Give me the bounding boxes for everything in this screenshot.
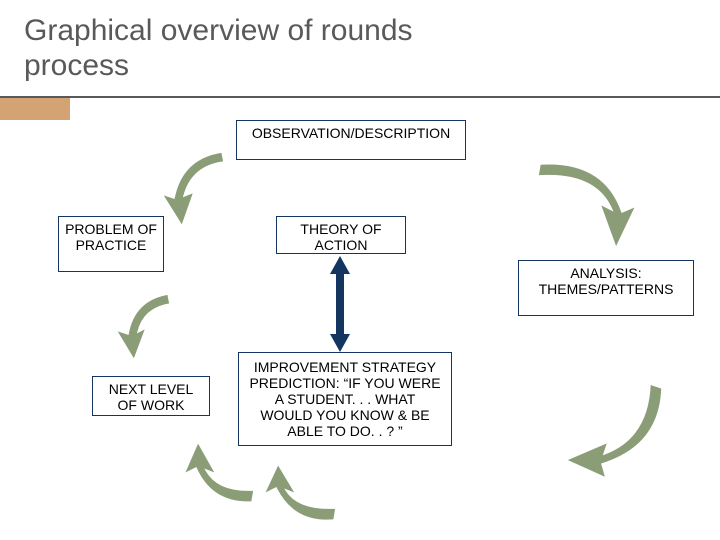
improvement-line2: PREDICTION: “IF YOU WERE A STUDENT. . . … bbox=[249, 375, 440, 439]
cycle-arrow-bottom-1 bbox=[180, 440, 270, 520]
analysis-box: ANALYSIS: THEMES/PATTERNS bbox=[518, 260, 694, 316]
observation-label: OBSERVATION/DESCRIPTION bbox=[252, 125, 450, 141]
improvement-box: IMPROVEMENT STRATEGY PREDICTION: “IF YOU… bbox=[238, 352, 452, 446]
title-line2: process bbox=[24, 49, 129, 82]
page-title: Graphical overview of rounds process bbox=[24, 14, 413, 83]
cycle-arrow-top-right bbox=[522, 150, 642, 260]
problem-label: PROBLEM OF PRACTICE bbox=[65, 221, 157, 253]
theory-label: THEORY OF ACTION bbox=[300, 221, 381, 253]
cycle-arrow-bottom-right bbox=[558, 370, 678, 480]
theory-box: THEORY OF ACTION bbox=[276, 216, 406, 254]
title-underline bbox=[0, 96, 720, 98]
double-arrow-icon bbox=[328, 256, 352, 352]
accent-bar bbox=[0, 98, 70, 120]
problem-box: PROBLEM OF PRACTICE bbox=[58, 216, 164, 272]
nextlevel-box: NEXT LEVEL OF WORK bbox=[92, 376, 210, 416]
observation-box: OBSERVATION/DESCRIPTION bbox=[236, 120, 466, 160]
nextlevel-label: NEXT LEVEL OF WORK bbox=[109, 381, 194, 413]
cycle-arrow-left bbox=[112, 284, 192, 364]
analysis-label: ANALYSIS: THEMES/PATTERNS bbox=[539, 265, 674, 297]
cycle-arrow-top-left bbox=[152, 140, 242, 228]
improvement-line1: IMPROVEMENT STRATEGY bbox=[254, 359, 436, 375]
title-line1: Graphical overview of rounds bbox=[24, 14, 413, 47]
cycle-arrow-bottom-2 bbox=[260, 462, 350, 538]
